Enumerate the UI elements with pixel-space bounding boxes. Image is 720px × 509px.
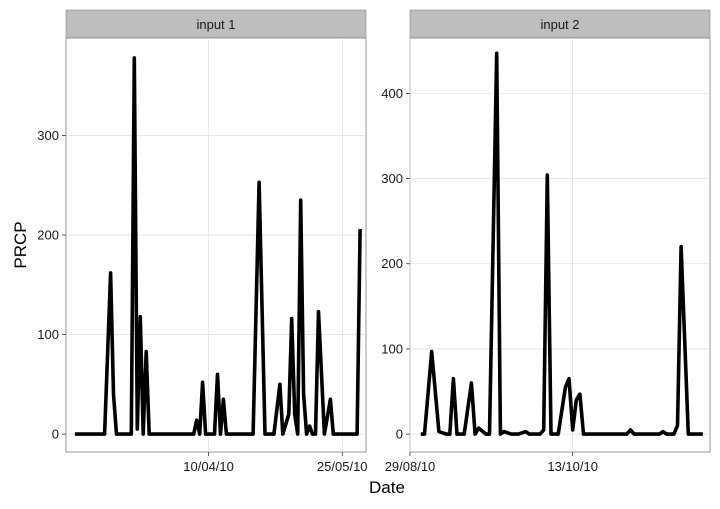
x-axis-title: Date: [369, 478, 405, 497]
y-tick-label: 300: [37, 128, 59, 143]
y-axis-title: PRCP: [11, 221, 30, 268]
y-axis-input-1: 0 100 200 300: [37, 128, 66, 442]
x-axis-input-1: 10/04/10 25/05/10: [183, 452, 368, 474]
y-tick-label: 0: [396, 427, 403, 442]
y-tick-label: 300: [381, 171, 403, 186]
y-tick-label: 100: [381, 341, 403, 356]
strip-label-input-2: input 2: [540, 17, 579, 32]
y-tick-label: 200: [37, 228, 59, 243]
strip-background-input-1: [65, 9, 367, 39]
strip-background-input-2: [409, 9, 711, 39]
x-tick-label: 10/04/10: [183, 459, 234, 474]
y-tick-label: 200: [381, 256, 403, 271]
plot-area-input-2: [409, 37, 711, 453]
panel-input-2: input 2 0 100 200 300 400 29/08/10 13/10/10: [381, 9, 711, 474]
x-tick-label: 29/08/10: [385, 459, 436, 474]
series-line-input-1: [74, 56, 362, 436]
y-tick-label: 400: [381, 86, 403, 101]
panel-input-1: input 1 0 100 200 300 10/04/10 25/05/10: [37, 9, 368, 474]
y-tick-label: 0: [52, 427, 59, 442]
strip-label-input-1: input 1: [196, 17, 235, 32]
y-axis-input-2: 0 100 200 300 400: [381, 86, 410, 442]
x-axis-input-2: 29/08/10 13/10/10: [385, 452, 598, 474]
x-tick-label: 13/10/10: [547, 459, 598, 474]
x-tick-label: 25/05/10: [317, 459, 368, 474]
y-tick-label: 100: [37, 327, 59, 342]
series-line-input-2: [420, 51, 703, 436]
